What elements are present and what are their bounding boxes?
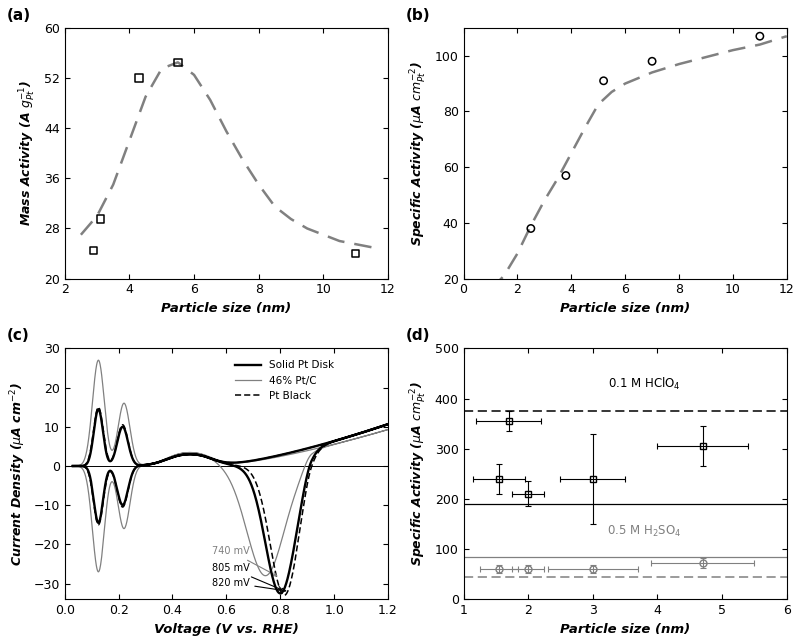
Point [645, 56, 658, 66]
Text: (c): (c) [6, 328, 29, 343]
Text: 805 mV: 805 mV [211, 563, 282, 590]
Point [87, 245, 100, 256]
Y-axis label: Specific Activity ($\mu$A $cm_{Pt}^{-2}$): Specific Activity ($\mu$A $cm_{Pt}^{-2}$… [408, 381, 428, 566]
X-axis label: Particle size (nm): Particle size (nm) [161, 302, 291, 315]
Point [559, 171, 572, 181]
Point [752, 31, 765, 41]
X-axis label: Voltage (V vs. RHE): Voltage (V vs. RHE) [154, 623, 298, 636]
Text: (b): (b) [405, 8, 429, 23]
Y-axis label: Mass Activity (A $g_{Pt}^{-1}$): Mass Activity (A $g_{Pt}^{-1}$) [18, 80, 38, 227]
Text: 0.5 M H$_2$SO$_4$: 0.5 M H$_2$SO$_4$ [606, 524, 681, 539]
Point [94, 214, 107, 224]
Legend: Solid Pt Disk, 46% Pt/C, Pt Black: Solid Pt Disk, 46% Pt/C, Pt Black [230, 356, 338, 405]
Text: 740 mV: 740 mV [211, 546, 277, 576]
Y-axis label: Current Density ($\mu$A cm$^{-2}$): Current Density ($\mu$A cm$^{-2}$) [8, 382, 28, 566]
Text: (d): (d) [405, 328, 429, 343]
Text: 0.1 M HClO$_4$: 0.1 M HClO$_4$ [607, 375, 680, 392]
X-axis label: Particle size (nm): Particle size (nm) [559, 302, 690, 315]
Point [597, 75, 610, 86]
Point [172, 57, 184, 68]
X-axis label: Particle size (nm): Particle size (nm) [559, 623, 690, 636]
Text: 820 mV: 820 mV [211, 578, 286, 592]
Text: (a): (a) [6, 8, 30, 23]
Point [132, 73, 145, 83]
Point [349, 249, 362, 259]
Point [524, 223, 537, 234]
Y-axis label: Specific Activity ($\mu$A $cm_{Pt}^{-2}$): Specific Activity ($\mu$A $cm_{Pt}^{-2}$… [408, 61, 429, 246]
